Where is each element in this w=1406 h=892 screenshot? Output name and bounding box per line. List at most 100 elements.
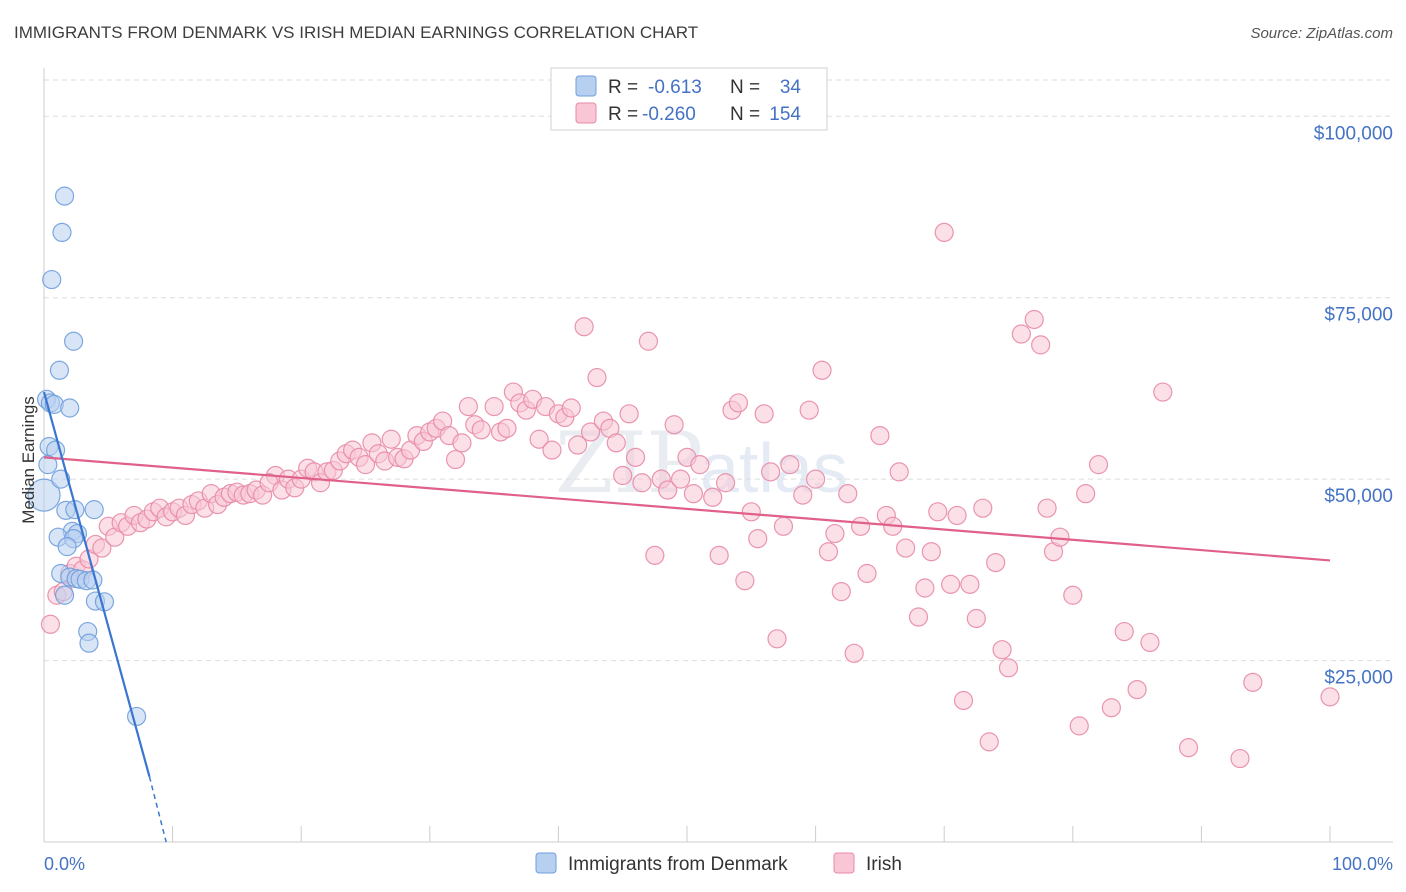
trend-line-denmark bbox=[42, 391, 151, 777]
irish-point bbox=[92, 538, 112, 558]
irish-point bbox=[1069, 716, 1089, 736]
irish-point bbox=[1088, 455, 1109, 475]
irish-point bbox=[574, 317, 594, 337]
irish-point bbox=[953, 690, 974, 711]
irish-point bbox=[542, 440, 562, 460]
irish-point bbox=[638, 331, 659, 351]
irish-point bbox=[658, 480, 678, 500]
denmark-point bbox=[94, 592, 115, 612]
irish-point bbox=[760, 462, 781, 482]
denmark-point bbox=[49, 360, 70, 380]
irish-point bbox=[445, 449, 466, 470]
irish-point bbox=[857, 563, 877, 584]
y-axis-label: Median Earnings bbox=[19, 396, 38, 524]
irish-point bbox=[613, 465, 633, 486]
irish-point bbox=[928, 502, 948, 522]
irish-point bbox=[709, 545, 729, 565]
irish-point bbox=[960, 574, 980, 594]
irish-point bbox=[812, 360, 832, 380]
irish-point bbox=[986, 552, 1006, 573]
x-tick-label-max: 100.0% bbox=[1332, 854, 1393, 874]
denmark-point bbox=[51, 469, 71, 489]
y-tick-labels: $25,000 $50,000 $75,000 $100,000 bbox=[1314, 123, 1393, 688]
irish-point bbox=[780, 455, 800, 475]
irish-point bbox=[934, 222, 954, 242]
irish-point bbox=[844, 643, 864, 663]
irish-point bbox=[825, 523, 845, 544]
data-points bbox=[27, 186, 1340, 769]
irish-point bbox=[1127, 679, 1147, 700]
irish-point bbox=[773, 516, 794, 536]
irish-point bbox=[805, 469, 826, 489]
stats-legend: R = -0.613 N = 34 R = -0.260 N = 154 bbox=[550, 67, 828, 131]
irish-point bbox=[1024, 309, 1044, 330]
irish-point bbox=[1153, 382, 1173, 402]
stats-legend-box bbox=[550, 67, 828, 131]
series-legend-label-denmark: Immigrants from Denmark bbox=[568, 854, 788, 875]
stats-legend-n-label-irish: N = bbox=[730, 104, 760, 125]
irish-point bbox=[838, 484, 858, 504]
irish-point bbox=[670, 469, 691, 489]
irish-point bbox=[1140, 632, 1160, 653]
y-tick-label: $25,000 bbox=[1324, 668, 1393, 689]
irish-point bbox=[683, 484, 704, 504]
y-tick-label: $50,000 bbox=[1324, 486, 1393, 507]
stats-legend-r-value-denmark: -0.613 bbox=[648, 77, 702, 98]
irish-point bbox=[1243, 672, 1263, 692]
irish-point bbox=[606, 433, 626, 453]
irish-point bbox=[1063, 585, 1083, 605]
denmark-point bbox=[57, 537, 77, 557]
stats-legend-n-value-irish: 154 bbox=[769, 104, 801, 125]
irish-point bbox=[703, 487, 723, 507]
irish-point bbox=[754, 404, 774, 424]
irish-point bbox=[889, 462, 909, 482]
irish-point bbox=[1114, 621, 1134, 642]
irish-point bbox=[741, 502, 761, 522]
irish-point bbox=[625, 447, 646, 467]
irish-point bbox=[587, 367, 607, 388]
irish-point bbox=[1230, 748, 1250, 769]
irish-point bbox=[748, 529, 768, 549]
irish-point bbox=[1178, 738, 1199, 758]
irish-point bbox=[664, 415, 684, 435]
stats-legend-n-label-denmark: N = bbox=[730, 77, 760, 98]
irish-point bbox=[497, 418, 517, 438]
irish-point bbox=[355, 455, 376, 475]
stats-legend-n-value-denmark: 34 bbox=[780, 77, 802, 98]
irish-point bbox=[1031, 335, 1051, 355]
irish-point bbox=[908, 607, 929, 627]
stats-legend-r-label-irish: R = bbox=[608, 104, 638, 125]
chart-title: IMMIGRANTS FROM DENMARK VS IRISH MEDIAN … bbox=[14, 23, 698, 42]
irish-point bbox=[941, 574, 961, 594]
denmark-point bbox=[79, 633, 99, 653]
irish-point bbox=[484, 396, 504, 417]
stats-legend-swatch-denmark bbox=[575, 75, 597, 97]
stats-legend-r-label-denmark: R = bbox=[608, 77, 638, 98]
irish-point bbox=[870, 426, 890, 446]
y-tick-label: $100,000 bbox=[1314, 123, 1393, 144]
trend-lines bbox=[42, 391, 1331, 843]
irish-point bbox=[921, 542, 941, 562]
gridlines bbox=[44, 79, 1393, 662]
irish-point bbox=[831, 582, 851, 602]
chart-source: Source: ZipAtlas.com bbox=[1250, 25, 1393, 42]
irish-point bbox=[690, 455, 710, 475]
irish-point bbox=[973, 498, 993, 518]
irish-point bbox=[728, 393, 749, 413]
stats-legend-r-value-irish: -0.260 bbox=[642, 104, 696, 125]
irish-point bbox=[793, 485, 813, 505]
irish-point bbox=[1101, 698, 1121, 718]
series-legend-swatch-denmark bbox=[535, 852, 557, 874]
irish-point bbox=[580, 422, 601, 442]
irish-point bbox=[915, 578, 935, 598]
irish-point bbox=[1076, 484, 1096, 504]
trend-line-denmark-extrapolated bbox=[148, 776, 167, 843]
trend-line-irish bbox=[43, 456, 1331, 562]
y-tick-label: $75,000 bbox=[1324, 305, 1393, 326]
denmark-point bbox=[54, 186, 75, 206]
irish-point bbox=[1320, 687, 1340, 707]
irish-point bbox=[632, 473, 652, 493]
irish-point bbox=[947, 505, 967, 526]
irish-point bbox=[645, 545, 665, 565]
